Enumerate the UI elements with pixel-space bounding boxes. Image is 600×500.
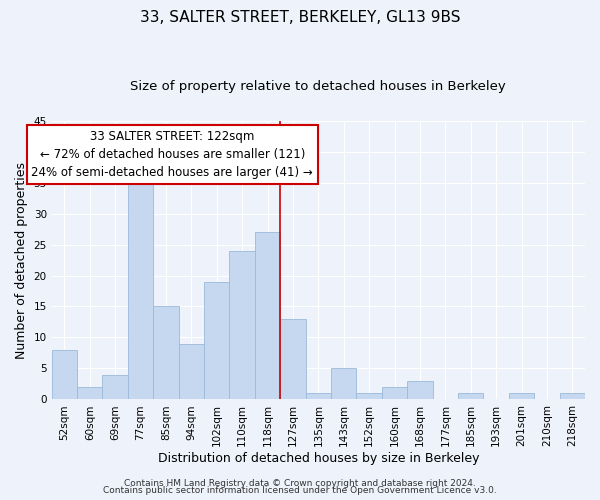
- Text: 33 SALTER STREET: 122sqm
← 72% of detached houses are smaller (121)
24% of semi-: 33 SALTER STREET: 122sqm ← 72% of detach…: [31, 130, 313, 179]
- Bar: [255, 232, 280, 400]
- Bar: [204, 282, 229, 400]
- Bar: [179, 344, 204, 400]
- Bar: [229, 250, 255, 400]
- Bar: [280, 319, 305, 400]
- Text: Contains public sector information licensed under the Open Government Licence v3: Contains public sector information licen…: [103, 486, 497, 495]
- Bar: [128, 182, 153, 400]
- X-axis label: Distribution of detached houses by size in Berkeley: Distribution of detached houses by size …: [158, 452, 479, 465]
- Bar: [52, 350, 77, 400]
- Bar: [509, 394, 534, 400]
- Title: Size of property relative to detached houses in Berkeley: Size of property relative to detached ho…: [130, 80, 506, 93]
- Bar: [382, 387, 407, 400]
- Bar: [458, 394, 484, 400]
- Bar: [153, 306, 179, 400]
- Bar: [560, 394, 585, 400]
- Bar: [331, 368, 356, 400]
- Text: 33, SALTER STREET, BERKELEY, GL13 9BS: 33, SALTER STREET, BERKELEY, GL13 9BS: [140, 10, 460, 25]
- Bar: [356, 394, 382, 400]
- Bar: [305, 394, 331, 400]
- Bar: [103, 374, 128, 400]
- Text: Contains HM Land Registry data © Crown copyright and database right 2024.: Contains HM Land Registry data © Crown c…: [124, 478, 476, 488]
- Bar: [77, 387, 103, 400]
- Y-axis label: Number of detached properties: Number of detached properties: [15, 162, 28, 358]
- Bar: [407, 381, 433, 400]
